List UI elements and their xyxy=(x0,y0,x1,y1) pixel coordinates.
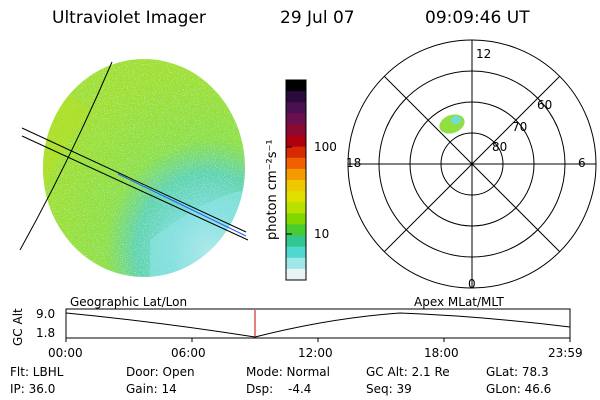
orbit-track-2 xyxy=(21,135,249,241)
timeline-ytick-bottom: 1.8 xyxy=(36,326,56,340)
colorbar-band xyxy=(286,124,306,137)
timeline-ylabel: GC Alt xyxy=(11,308,25,346)
uv-image-disk xyxy=(43,59,245,277)
mlt-label-12: 12 xyxy=(476,47,492,61)
lat-label-80: 80 xyxy=(492,140,508,154)
dsp-label: Dsp: xyxy=(246,382,274,396)
timeline-ytick-top: 9.0 xyxy=(36,307,56,321)
altitude-timeline xyxy=(65,308,571,342)
colorbar-band xyxy=(286,191,306,203)
colorbar-unit-label: photon cm⁻²s⁻¹ xyxy=(265,139,280,240)
ip-info: IP: 36.0 xyxy=(10,382,56,396)
colorbar-tick-100: 100 xyxy=(314,140,337,154)
colorbar-band xyxy=(286,268,306,281)
timeline-xtick-3: 18:00 xyxy=(424,346,459,360)
colorbar-band xyxy=(286,146,306,159)
orbit-track-1 xyxy=(21,127,247,233)
lat-label-70: 70 xyxy=(512,120,528,134)
timeline-xtick-4: 23:59 xyxy=(548,346,583,360)
gc-alt-info: GC Alt: 2.1 Re xyxy=(366,365,450,379)
colorbar-band xyxy=(286,168,306,181)
colorbar-band xyxy=(286,113,306,125)
polar-plot xyxy=(347,39,597,289)
glat-info: GLat: 78.3 xyxy=(486,365,549,379)
mlt-label-0: 0 xyxy=(468,277,476,291)
timeline-xtick-2: 12:00 xyxy=(298,346,333,360)
colorbar-band xyxy=(286,80,306,92)
colorbar-band xyxy=(286,235,306,248)
timeline-xtick-0: 00:00 xyxy=(48,346,83,360)
colorbar-tick-10: 10 xyxy=(314,227,330,241)
colorbar xyxy=(286,80,306,281)
colorbar-band xyxy=(286,157,306,170)
date-label: 29 Jul 07 xyxy=(280,8,355,28)
gain-info: Gain: 14 xyxy=(126,382,177,396)
app-title: Ultraviolet Imager xyxy=(52,8,206,28)
time-label: 09:09:46 UT xyxy=(425,8,530,28)
aurora-patch xyxy=(439,114,465,134)
timeline-left-title: Geographic Lat/Lon xyxy=(70,295,188,309)
colorbar-band xyxy=(286,180,306,192)
seq-info: Seq: 39 xyxy=(366,382,412,396)
orbit-track-blue xyxy=(117,173,247,237)
mlt-label-6: 6 xyxy=(578,156,586,170)
colorbar-band xyxy=(286,202,306,214)
dsp-value: -4.4 xyxy=(288,382,312,396)
colorbar-band xyxy=(286,224,306,237)
colorbar-band xyxy=(286,213,306,225)
colorbar-band xyxy=(286,246,306,259)
timeline-xtick-1: 06:00 xyxy=(171,346,206,360)
filter-info: Flt: LBHL xyxy=(10,365,64,379)
door-info: Door: Open xyxy=(126,365,195,379)
colorbar-band xyxy=(286,91,306,103)
glon-info: GLon: 46.6 xyxy=(486,382,552,396)
mlt-label-18: 18 xyxy=(346,156,362,170)
lat-label-60: 60 xyxy=(537,98,553,112)
colorbar-band xyxy=(286,135,306,148)
terminator-line xyxy=(19,61,113,251)
colorbar-band xyxy=(286,257,306,270)
mode-info: Mode: Normal xyxy=(246,365,330,379)
timeline-right-title: Apex MLat/MLT xyxy=(414,295,504,309)
colorbar-band xyxy=(286,102,306,114)
